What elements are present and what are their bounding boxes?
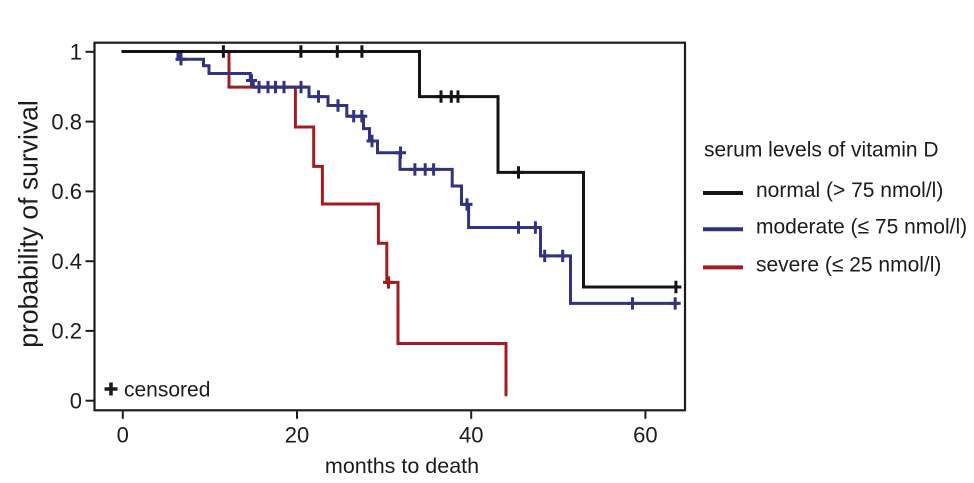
- svg-text:0.2: 0.2: [51, 319, 82, 344]
- svg-text:severe (≤ 25 nmol/l): severe (≤ 25 nmol/l): [756, 254, 941, 277]
- svg-text:1: 1: [70, 40, 82, 65]
- svg-text:0.8: 0.8: [51, 109, 82, 134]
- svg-text:normal (> 75 nmol/l): normal (> 75 nmol/l): [756, 179, 943, 202]
- svg-text:moderate (≤ 75 nmol/l): moderate (≤ 75 nmol/l): [756, 216, 967, 239]
- svg-text:60: 60: [633, 423, 657, 448]
- svg-text:probability of survival: probability of survival: [14, 100, 44, 347]
- svg-text:months to death: months to death: [325, 454, 479, 478]
- svg-text:0.4: 0.4: [51, 249, 82, 274]
- svg-text:0: 0: [70, 388, 82, 413]
- svg-text:0: 0: [117, 423, 129, 448]
- svg-text:censored: censored: [124, 379, 210, 402]
- svg-text:40: 40: [459, 423, 483, 448]
- svg-text:0.6: 0.6: [51, 179, 82, 204]
- svg-text:serum levels of vitamin D: serum levels of vitamin D: [704, 139, 939, 162]
- svg-text:20: 20: [285, 423, 309, 448]
